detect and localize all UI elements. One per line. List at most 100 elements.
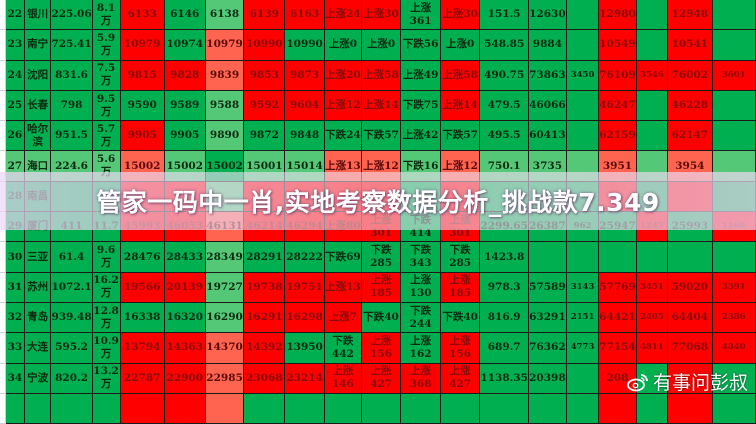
table-cell: 10549 (598, 29, 637, 61)
table-cell: 上涨24 (324, 0, 362, 31)
table-cell: 上涨30 (439, 0, 481, 31)
table-cell: 宁波 (23, 362, 52, 394)
table-row: 24 沈阳 831.6 7.5 万 9815 9828 9839 9853 9873 上涨20 上涨… (0, 59, 756, 91)
table-cell: 16320 (163, 301, 206, 334)
table-cell: 上涨361 (400, 0, 441, 31)
table-cell (635, 29, 669, 61)
table-cell: 青岛 (23, 301, 52, 334)
table-row: 31 苏州 1072.1 16.2 万 19566 20139 19727 19738 1975… (0, 271, 756, 303)
table-cell: 725.41 (50, 29, 93, 61)
table-cell: 28433 (163, 241, 206, 273)
table-cell: 9828 (163, 59, 206, 91)
table-cell: 831.6 (50, 59, 93, 91)
table-cell: 上涨368 (400, 362, 441, 394)
table-cell: 64421 (598, 301, 637, 334)
table-cell: 8.1 万 (91, 0, 121, 31)
table-cell: 大连 (23, 332, 52, 364)
table-cell: 32 (5, 301, 25, 334)
table-row: 25 长春 798 9.5 万 9590 9589 9588 9592 9604 上涨12 上涨14… (0, 89, 756, 122)
table-cell: 151.5 (479, 0, 529, 31)
table-cell (565, 120, 600, 152)
table-cell: 上涨130 (400, 271, 441, 303)
table-cell: 下跌40 (439, 301, 481, 334)
table-cell: 5.7 万 (91, 120, 121, 152)
table-cell: 3143 (565, 271, 600, 303)
table-cell: 12630 (527, 0, 567, 31)
table-row: 23 南宁 725.41 5.9 万 10979 10974 10979 10990 10990… (0, 29, 756, 61)
table-cell (91, 392, 121, 424)
table-cell: 9890 (204, 120, 245, 152)
table-cell: 3451 (635, 271, 669, 303)
table-cell: 9873 (284, 59, 325, 91)
table-cell (50, 392, 93, 424)
watermark-text: 有事问彭叔 (652, 372, 748, 394)
table-cell (711, 89, 756, 122)
table-cell (5, 392, 25, 424)
table-cell: 76109 (598, 59, 637, 91)
table-cell (711, 241, 756, 273)
table-cell: 5.9 万 (91, 29, 121, 61)
table-cell: 6146 (163, 0, 206, 31)
table-cell: 9589 (163, 89, 206, 122)
table-cell: 25 (5, 89, 25, 122)
table-row: 26 哈尔滨 951.5 5.7 万 9905 9905 9890 9872 9848 下跌24 下… (0, 120, 756, 152)
table-cell (711, 0, 756, 31)
table-cell: 62147 (667, 120, 713, 152)
table-cell: 14392 (243, 332, 286, 364)
table-cell: 19566 (119, 271, 165, 303)
table-cell: 61.4 (50, 241, 93, 273)
table-cell: 长春 (23, 89, 52, 122)
table-cell: 下跌244 (400, 301, 441, 334)
table-cell: 2405 (635, 301, 669, 334)
table-cell: 哈尔滨 (23, 120, 52, 152)
table-cell: 1138.35 (479, 362, 529, 394)
table-cell (667, 392, 713, 424)
table-cell: 14363 (163, 332, 206, 364)
table-cell: 22 (5, 0, 25, 31)
title-banner: 管家一码中一肖,实地考察数据分析_挑战款7.349 (0, 172, 756, 230)
table-cell (711, 362, 756, 394)
table-cell: 30 (5, 241, 25, 273)
table-cell (598, 241, 637, 273)
table-cell: 6138 (204, 0, 245, 31)
table-cell (667, 241, 713, 273)
watermark: 有事问彭叔 (627, 368, 748, 395)
table-cell (400, 392, 441, 424)
table-cell: 20398 (527, 362, 567, 394)
table-cell: 23 (5, 29, 25, 61)
table-cell: 上涨162 (400, 332, 441, 364)
table-cell (527, 392, 567, 424)
table-cell: 63291 (527, 301, 567, 334)
table-cell: 76362 (527, 332, 567, 364)
table-cell (635, 0, 669, 31)
table-cell: 下跌442 (324, 332, 362, 364)
table-cell: 9853 (243, 59, 286, 91)
table-cell: 798 (50, 89, 93, 122)
table-cell: 6133 (119, 0, 165, 31)
table-cell: 13950 (284, 332, 325, 364)
table-cell: 下跌343 (400, 241, 441, 273)
table-cell (565, 362, 600, 394)
table-cell: 9604 (284, 89, 325, 122)
table-cell: 下跌285 (439, 241, 481, 273)
table-cell (598, 392, 637, 424)
table-cell: 16290 (204, 301, 245, 334)
table-cell: 951.5 (50, 120, 93, 152)
table-cell: 57589 (527, 271, 567, 303)
table-cell: 10541 (667, 29, 713, 61)
table-cell: 1072.1 (50, 271, 93, 303)
table-cell: 978.3 (479, 271, 529, 303)
table-cell: 上涨49 (400, 59, 441, 91)
table-cell (565, 29, 600, 61)
table-cell: 2386 (711, 301, 756, 334)
table-cell: 816.9 (479, 301, 529, 334)
table-cell: 南宁 (23, 29, 52, 61)
table-cell: 10990 (243, 29, 286, 61)
table-cell (204, 392, 245, 424)
table-cell (635, 241, 669, 273)
table-cell: 689.7 (479, 332, 529, 364)
table-cell: 16.2 万 (91, 271, 121, 303)
table-cell: 28291 (243, 241, 286, 273)
table-cell: 9592 (243, 89, 286, 122)
table-cell (439, 392, 481, 424)
